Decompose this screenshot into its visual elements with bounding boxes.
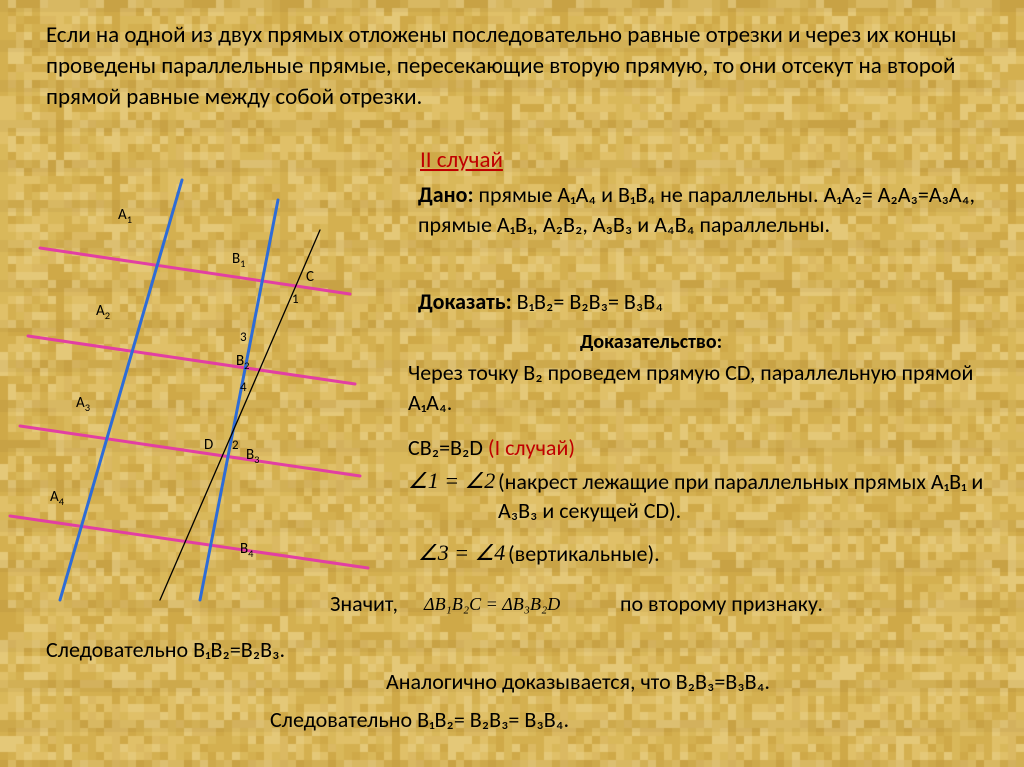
- geometry-diagram: A1A2A3A4B1B2B3B4CD1234: [0, 170, 420, 630]
- consequently2: Следовательно B₁B₂= B₂B₃= B₃B₄.: [270, 706, 569, 733]
- slide-content: Если на одной из двух прямых отложены по…: [0, 0, 1024, 767]
- angle2-eq: ∠3 = ∠4: [418, 540, 505, 566]
- diagram-svg: [0, 170, 420, 630]
- consequently1: Следовательно B₁B₂=B₂B₃.: [46, 636, 285, 663]
- prove-block: Доказать: B₁B₂= B₂B₃= B₃B₄: [418, 288, 978, 315]
- hence2-text: по второму признаку.: [620, 590, 823, 617]
- angle1-explain: (накрест лежащие при параллельных прямых…: [498, 468, 998, 525]
- analogously: Аналогично доказывается, что B₂B₃=B₃B₄.: [386, 668, 770, 695]
- given-block: Дано: прямые A₁A₄ и B₁B₄ не параллельны.…: [418, 180, 978, 239]
- angle2-explain: (вертикальные).: [508, 540, 660, 567]
- triangles-eq: ΔB₁B₂C = ΔB₃B₂D: [424, 594, 560, 615]
- cb-case: (I случай): [488, 434, 575, 461]
- prove-text: B₁B₂= B₂B₃= B₃B₄: [512, 288, 663, 315]
- given-label: Дано:: [418, 181, 474, 208]
- prove-label: Доказать:: [418, 288, 512, 315]
- given-text: прямые A₁A₄ и B₁B₄ не параллельны. A₁A₂=…: [418, 181, 975, 238]
- angle1-eq: ∠1 = ∠2: [408, 468, 495, 494]
- cb-equation: CB₂=B₂D (I случай): [408, 434, 575, 461]
- proof-title: Доказательство:: [580, 330, 722, 354]
- theorem-text: Если на одной из двух прямых отложены по…: [46, 20, 986, 113]
- proof-line1: Через точку B₂ проведем прямую CD, парал…: [408, 358, 1008, 417]
- case-title: II случай: [420, 146, 503, 174]
